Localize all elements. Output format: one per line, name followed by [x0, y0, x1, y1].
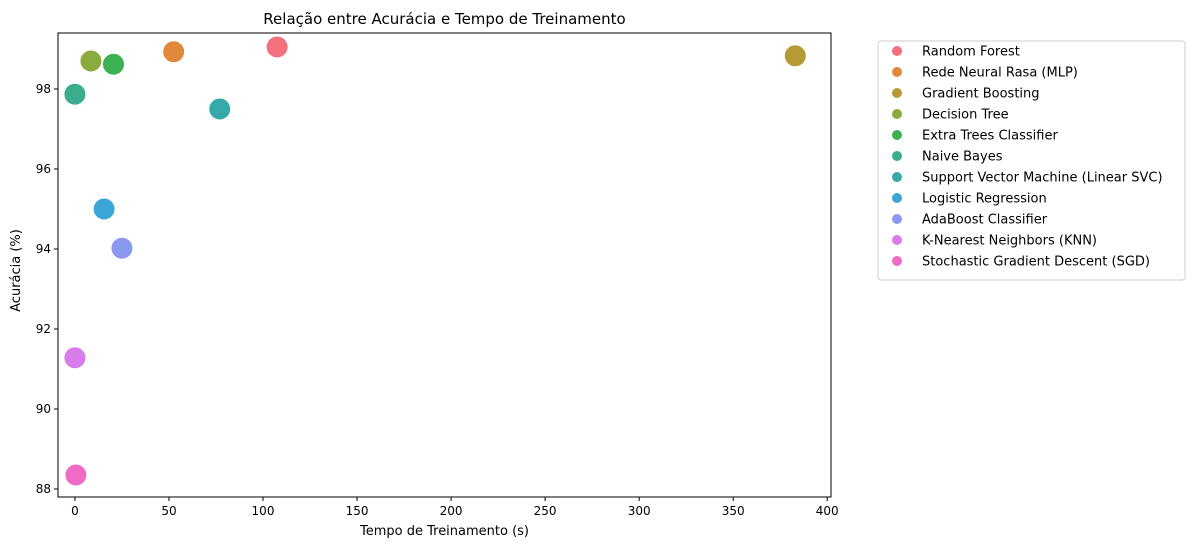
legend-entry: Naive Bayes [922, 150, 1003, 165]
x-tick-label: 50 [161, 504, 176, 518]
x-tick-label: 300 [628, 504, 651, 518]
legend-entry: Decision Tree [922, 108, 1009, 123]
legend-entry: Random Forest [922, 45, 1020, 60]
legend-marker [892, 109, 902, 119]
x-tick-label: 200 [440, 504, 463, 518]
y-tick-label: 96 [36, 162, 51, 176]
data-point [92, 197, 116, 221]
x-tick-label: 100 [252, 504, 275, 518]
legend-marker [892, 151, 902, 161]
y-tick-label: 92 [36, 322, 51, 336]
data-point [162, 40, 186, 64]
x-axis-label: Tempo de Treinamento (s) [359, 524, 529, 539]
legend-entry: AdaBoost Classifier [922, 213, 1048, 228]
data-point [63, 346, 87, 370]
legend-marker [892, 256, 902, 266]
data-point [79, 49, 103, 73]
x-tick-label: 350 [722, 504, 745, 518]
x-tick-label: 0 [71, 504, 79, 518]
y-tick-label: 88 [36, 482, 51, 496]
legend-entry: Stochastic Gradient Descent (SGD) [922, 255, 1150, 270]
legend-entry: Support Vector Machine (Linear SVC) [922, 171, 1163, 186]
legend: Random Forest Rede Neural Rasa (MLP) Gradi… [877, 40, 1186, 281]
legend-marker [892, 193, 902, 203]
data-point [783, 44, 807, 68]
x-tick-label: 250 [534, 504, 557, 518]
legend-entry: Rede Neural Rasa (MLP) [922, 66, 1078, 81]
y-axis-label: Acurácia (%) [9, 229, 24, 312]
legend-marker [892, 88, 902, 98]
plot-frame [57, 32, 832, 498]
x-tick-label: 150 [346, 504, 369, 518]
legend-marker [892, 130, 902, 140]
plot-area: 0 50 100 150 200 250 300 350 400 88 90 92 94 96 98 [36, 32, 839, 518]
legend-marker [892, 214, 902, 224]
y-tick-label: 94 [36, 242, 51, 256]
data-point [101, 52, 125, 76]
data-point [63, 82, 87, 106]
legend-entry: K-Nearest Neighbors (KNN) [922, 234, 1097, 249]
chart-title: Relação entre Acurácia e Tempo de Treina… [263, 10, 625, 28]
legend-marker [892, 67, 902, 77]
data-point [110, 236, 134, 260]
legend-marker [892, 235, 902, 245]
x-tick-label: 400 [816, 504, 839, 518]
y-tick-label: 98 [36, 82, 51, 96]
data-point [64, 463, 88, 487]
legend-marker [892, 172, 902, 182]
legend-frame [877, 40, 1186, 281]
legend-marker [892, 46, 902, 56]
y-tick-label: 90 [36, 402, 51, 416]
data-point [208, 97, 232, 121]
legend-entry: Gradient Boosting [922, 87, 1040, 102]
data-point [265, 35, 289, 59]
legend-entry: Extra Trees Classifier [922, 129, 1058, 144]
legend-entry: Logistic Regression [922, 192, 1047, 207]
